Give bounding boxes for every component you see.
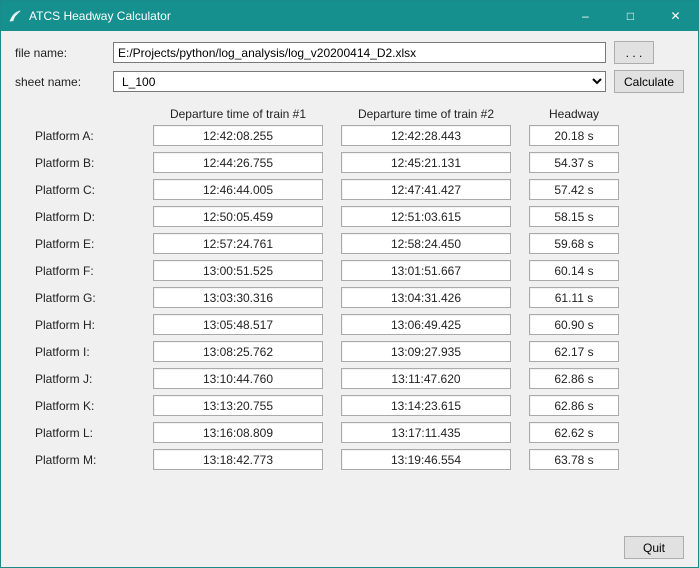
headway-field[interactable]: 60.90 s — [529, 314, 619, 335]
departure1-field[interactable]: 12:44:26.755 — [153, 152, 323, 173]
table-row: Platform F: 13:00:51.525 13:01:51.667 60.14… — [35, 260, 684, 281]
departure1-field[interactable]: 12:57:24.761 — [153, 233, 323, 254]
departure1-field[interactable]: 13:08:25.762 — [153, 341, 323, 362]
headway-field[interactable]: 57.42 s — [529, 179, 619, 200]
platform-label: Platform C: — [35, 183, 135, 197]
titlebar: ATCS Headway Calculator – □ ✕ — [1, 1, 698, 31]
file-name-label: file name: — [15, 46, 105, 60]
departure1-field[interactable]: 13:00:51.525 — [153, 260, 323, 281]
platform-label: Platform G: — [35, 291, 135, 305]
content-area: file name: . . . sheet name: L_100 Calcu… — [1, 31, 698, 567]
header-dep2: Departure time of train #2 — [341, 107, 511, 121]
headway-field[interactable]: 63.78 s — [529, 449, 619, 470]
headway-field[interactable]: 62.17 s — [529, 341, 619, 362]
departure1-field[interactable]: 13:03:30.316 — [153, 287, 323, 308]
rows-container: Platform A: 12:42:08.255 12:42:28.443 20.18… — [15, 125, 684, 470]
platform-label: Platform H: — [35, 318, 135, 332]
column-headers: Departure time of train #1 Departure tim… — [15, 107, 684, 121]
headway-field[interactable]: 61.11 s — [529, 287, 619, 308]
file-name-input[interactable] — [113, 42, 606, 63]
table-row: Platform G: 13:03:30.316 13:04:31.426 61.11… — [35, 287, 684, 308]
maximize-button[interactable]: □ — [608, 1, 653, 31]
table-row: Platform C: 12:46:44.005 12:47:41.427 57.42… — [35, 179, 684, 200]
headway-field[interactable]: 62.62 s — [529, 422, 619, 443]
table-row: Platform M: 13:18:42.773 13:19:46.554 63.78… — [35, 449, 684, 470]
headway-field[interactable]: 60.14 s — [529, 260, 619, 281]
platform-label: Platform J: — [35, 372, 135, 386]
headway-field[interactable]: 54.37 s — [529, 152, 619, 173]
table-row: Platform H: 13:05:48.517 13:06:49.425 60.90… — [35, 314, 684, 335]
departure2-field[interactable]: 12:58:24.450 — [341, 233, 511, 254]
table-row: Platform D: 12:50:05.459 12:51:03.615 58.15… — [35, 206, 684, 227]
headway-field[interactable]: 59.68 s — [529, 233, 619, 254]
platform-label: Platform D: — [35, 210, 135, 224]
platform-label: Platform L: — [35, 426, 135, 440]
departure1-field[interactable]: 13:18:42.773 — [153, 449, 323, 470]
header-headway: Headway — [529, 107, 619, 121]
table-row: Platform I: 13:08:25.762 13:09:27.935 62.17… — [35, 341, 684, 362]
departure1-field[interactable]: 13:13:20.755 — [153, 395, 323, 416]
departure1-field[interactable]: 13:16:08.809 — [153, 422, 323, 443]
close-button[interactable]: ✕ — [653, 1, 698, 31]
departure1-field[interactable]: 12:46:44.005 — [153, 179, 323, 200]
departure2-field[interactable]: 12:42:28.443 — [341, 125, 511, 146]
sheet-row: sheet name: L_100 Calculate — [15, 70, 684, 93]
file-row: file name: . . . — [15, 41, 684, 64]
table-row: Platform J: 13:10:44.760 13:11:47.620 62.86… — [35, 368, 684, 389]
header-spacer — [35, 107, 135, 121]
headway-field[interactable]: 58.15 s — [529, 206, 619, 227]
sheet-name-label: sheet name: — [15, 75, 105, 89]
headway-field[interactable]: 20.18 s — [529, 125, 619, 146]
app-window: ATCS Headway Calculator – □ ✕ file name:… — [0, 0, 699, 568]
footer: Quit — [15, 528, 684, 559]
departure2-field[interactable]: 13:11:47.620 — [341, 368, 511, 389]
platform-label: Platform A: — [35, 129, 135, 143]
departure2-field[interactable]: 13:17:11.435 — [341, 422, 511, 443]
minimize-button[interactable]: – — [563, 1, 608, 31]
departure2-field[interactable]: 12:45:21.131 — [341, 152, 511, 173]
table-row: Platform A: 12:42:08.255 12:42:28.443 20.18… — [35, 125, 684, 146]
departure2-field[interactable]: 13:14:23.615 — [341, 395, 511, 416]
departure2-field[interactable]: 13:04:31.426 — [341, 287, 511, 308]
table-row: Platform E: 12:57:24.761 12:58:24.450 59.68… — [35, 233, 684, 254]
departure2-field[interactable]: 13:01:51.667 — [341, 260, 511, 281]
departure2-field[interactable]: 13:06:49.425 — [341, 314, 511, 335]
departure2-field[interactable]: 13:19:46.554 — [341, 449, 511, 470]
departure2-field[interactable]: 13:09:27.935 — [341, 341, 511, 362]
departure1-field[interactable]: 12:50:05.459 — [153, 206, 323, 227]
departure2-field[interactable]: 12:47:41.427 — [341, 179, 511, 200]
calculate-button[interactable]: Calculate — [614, 70, 684, 93]
departure1-field[interactable]: 12:42:08.255 — [153, 125, 323, 146]
sheet-name-select[interactable]: L_100 — [113, 71, 606, 92]
window-title: ATCS Headway Calculator — [29, 9, 563, 23]
table-row: Platform K: 13:13:20.755 13:14:23.615 62.86… — [35, 395, 684, 416]
departure1-field[interactable]: 13:10:44.760 — [153, 368, 323, 389]
headway-field[interactable]: 62.86 s — [529, 395, 619, 416]
departure2-field[interactable]: 12:51:03.615 — [341, 206, 511, 227]
browse-button[interactable]: . . . — [614, 41, 654, 64]
table-row: Platform L: 13:16:08.809 13:17:11.435 62.62… — [35, 422, 684, 443]
platform-label: Platform K: — [35, 399, 135, 413]
headway-field[interactable]: 62.86 s — [529, 368, 619, 389]
table-row: Platform B: 12:44:26.755 12:45:21.131 54.37… — [35, 152, 684, 173]
quit-button[interactable]: Quit — [624, 536, 684, 559]
departure1-field[interactable]: 13:05:48.517 — [153, 314, 323, 335]
header-dep1: Departure time of train #1 — [153, 107, 323, 121]
platform-label: Platform I: — [35, 345, 135, 359]
platform-label: Platform F: — [35, 264, 135, 278]
platform-label: Platform M: — [35, 453, 135, 467]
platform-label: Platform E: — [35, 237, 135, 251]
platform-label: Platform B: — [35, 156, 135, 170]
app-icon — [7, 8, 23, 24]
